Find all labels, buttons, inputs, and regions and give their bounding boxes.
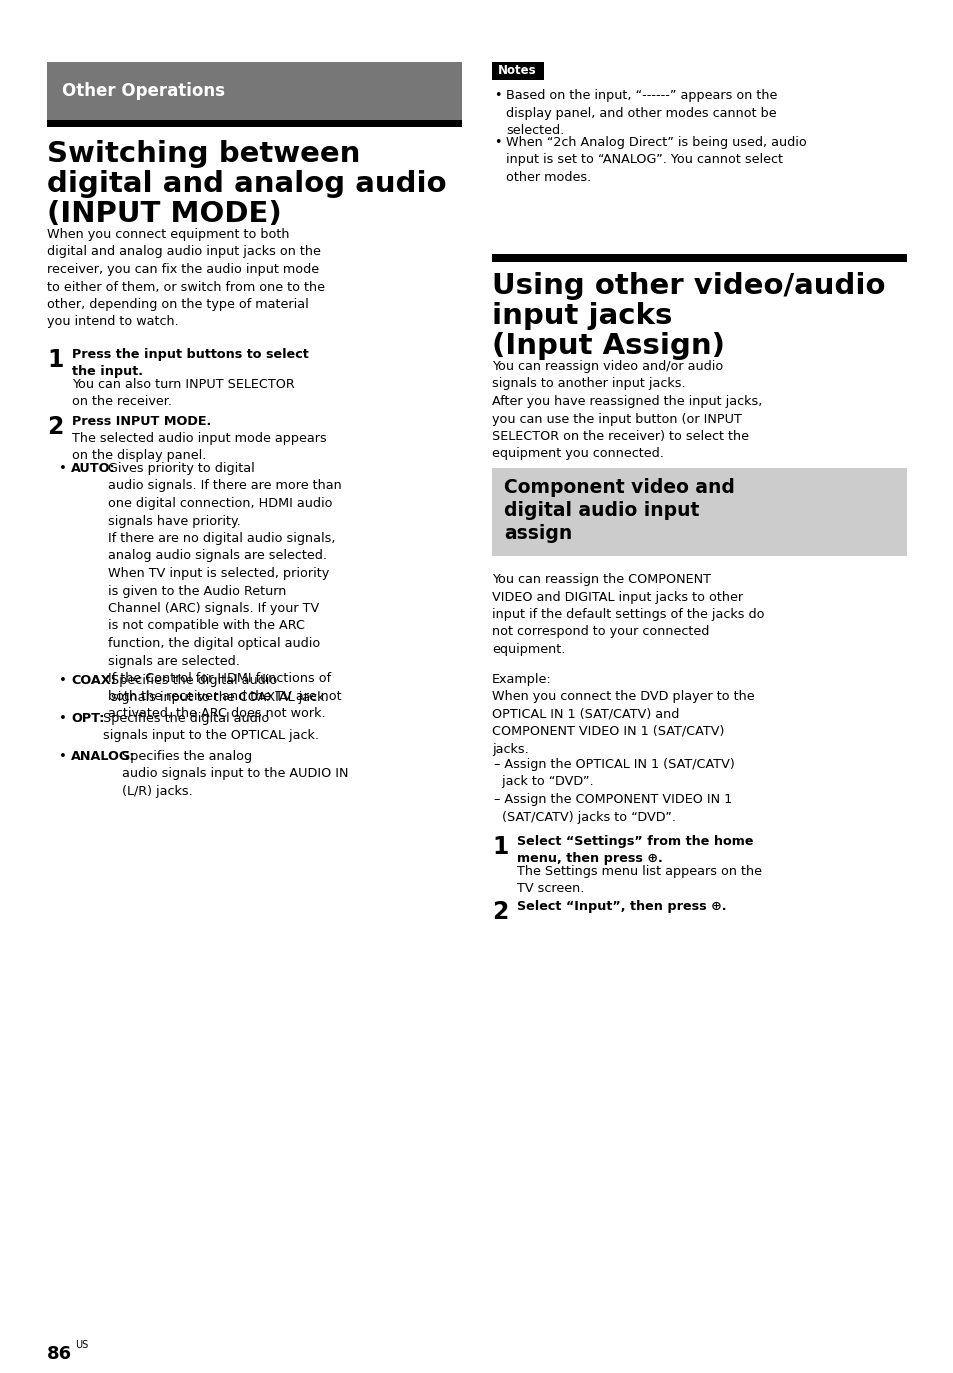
Text: You can reassign video and/or audio
signals to another input jacks.
After you ha: You can reassign video and/or audio sign… [492, 360, 761, 460]
Text: When “2ch Analog Direct” is being used, audio
input is set to “ANALOG”. You cann: When “2ch Analog Direct” is being used, … [505, 136, 806, 184]
Text: – Assign the COMPONENT VIDEO IN 1
  (SAT/CATV) jacks to “DVD”.: – Assign the COMPONENT VIDEO IN 1 (SAT/C… [494, 794, 732, 824]
Text: Gives priority to digital
audio signals. If there are more than
one digital conn: Gives priority to digital audio signals.… [108, 461, 341, 719]
Text: Based on the input, “------” appears on the
display panel, and other modes canno: Based on the input, “------” appears on … [505, 89, 777, 137]
Text: Specifies the digital audio
signals input to the OPTICAL jack.: Specifies the digital audio signals inpu… [103, 713, 318, 743]
Text: Switching between: Switching between [47, 140, 360, 168]
Bar [47, 62, 461, 119]
Text: digital and analog audio: digital and analog audio [47, 170, 446, 198]
Text: •: • [59, 461, 67, 475]
Text: You can also turn INPUT SELECTOR
on the receiver.: You can also turn INPUT SELECTOR on the … [71, 378, 294, 408]
Text: Select “Input”, then press ⊕.: Select “Input”, then press ⊕. [517, 899, 726, 913]
Text: Select “Settings” from the home
menu, then press ⊕.: Select “Settings” from the home menu, th… [517, 835, 753, 865]
Text: Example:: Example: [492, 673, 551, 686]
Text: Other Operations: Other Operations [62, 82, 225, 100]
Text: assign: assign [503, 524, 572, 542]
Text: Notes: Notes [497, 65, 536, 77]
Text: OPT:: OPT: [71, 713, 104, 725]
Text: input jacks: input jacks [492, 302, 672, 330]
Text: 2: 2 [492, 899, 508, 924]
Bar [47, 119, 461, 126]
Text: •: • [494, 89, 501, 102]
Text: •: • [494, 136, 501, 150]
Text: You can reassign the COMPONENT
VIDEO and DIGITAL input jacks to other
input if t: You can reassign the COMPONENT VIDEO and… [492, 573, 763, 656]
Text: Using other video/audio: Using other video/audio [492, 272, 884, 299]
Text: 1: 1 [47, 347, 63, 372]
Text: Press the input buttons to select
the input.: Press the input buttons to select the in… [71, 347, 309, 378]
Text: 2: 2 [47, 415, 63, 439]
Text: Specifies the digital audio
signals input to the COAXIAL jack.: Specifies the digital audio signals inpu… [111, 674, 328, 704]
Text: The Settings menu list appears on the
TV screen.: The Settings menu list appears on the TV… [517, 865, 761, 895]
Text: (Input Assign): (Input Assign) [492, 332, 724, 360]
Text: 86: 86 [47, 1346, 72, 1363]
Text: When you connect equipment to both
digital and analog audio input jacks on the
r: When you connect equipment to both digit… [47, 228, 325, 328]
Bar [492, 62, 543, 80]
Text: COAX:: COAX: [71, 674, 115, 686]
Bar [492, 468, 906, 556]
Text: When you connect the DVD player to the
OPTICAL IN 1 (SAT/CATV) and
COMPONENT VID: When you connect the DVD player to the O… [492, 691, 754, 755]
Text: – Assign the OPTICAL IN 1 (SAT/CATV)
  jack to “DVD”.: – Assign the OPTICAL IN 1 (SAT/CATV) jac… [494, 758, 734, 788]
Text: digital audio input: digital audio input [503, 501, 699, 520]
Text: Component video and: Component video and [503, 478, 734, 497]
Text: AUTO:: AUTO: [71, 461, 115, 475]
Text: (INPUT MODE): (INPUT MODE) [47, 200, 281, 228]
Text: Press INPUT MODE.: Press INPUT MODE. [71, 415, 211, 428]
Text: •: • [59, 713, 67, 725]
Bar [492, 254, 906, 262]
Text: •: • [59, 750, 67, 763]
Text: Specifies the analog
audio signals input to the AUDIO IN
(L/R) jacks.: Specifies the analog audio signals input… [122, 750, 348, 798]
Text: The selected audio input mode appears
on the display panel.: The selected audio input mode appears on… [71, 432, 327, 461]
Text: •: • [59, 674, 67, 686]
Text: 1: 1 [492, 835, 508, 859]
Text: US: US [75, 1340, 89, 1350]
Text: ANALOG:: ANALOG: [71, 750, 135, 763]
